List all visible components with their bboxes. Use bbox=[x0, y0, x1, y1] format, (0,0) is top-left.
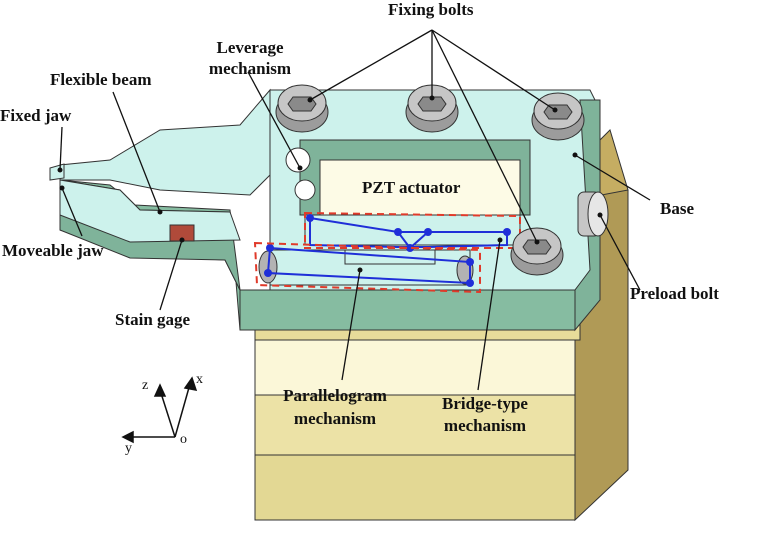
bolt-1 bbox=[275, 84, 329, 133]
axis-label-y: y bbox=[125, 441, 132, 456]
label-flexible-beam: Flexible beam bbox=[50, 70, 152, 89]
fixing-bolts bbox=[275, 84, 585, 276]
axis-label-x: x bbox=[196, 372, 203, 387]
support-block bbox=[254, 129, 629, 522]
label-bridge-type-2: mechanism bbox=[443, 416, 527, 435]
label-moveable-jaw: Moveable jaw bbox=[2, 241, 104, 260]
label-stain-gage: Stain gage bbox=[115, 310, 191, 329]
axis-label-z: z bbox=[142, 378, 149, 393]
label-fixed-jaw: Fixed jaw bbox=[0, 106, 72, 125]
preload-bolt bbox=[577, 191, 609, 237]
label-preload-bolt: Preload bolt bbox=[630, 284, 719, 303]
joint-points bbox=[264, 214, 511, 287]
dashed-outlines bbox=[253, 211, 521, 294]
leader-lines bbox=[59, 29, 651, 391]
axis-triad bbox=[121, 376, 198, 444]
label-parallelogram-2: mechanism bbox=[293, 409, 377, 428]
label-leverage-1: Leverage bbox=[216, 38, 284, 57]
label-fixing-bolts: Fixing bolts bbox=[388, 0, 474, 19]
bolt-3 bbox=[531, 92, 585, 141]
label-pzt-actuator: PZT actuator bbox=[362, 178, 461, 197]
leader-dots bbox=[57, 95, 603, 273]
label-bridge-type-1: Bridge-type bbox=[442, 394, 528, 413]
bolt-4 bbox=[510, 227, 564, 276]
label-base: Base bbox=[660, 199, 694, 218]
label-parallelogram-1: Parallelogram bbox=[283, 386, 387, 405]
label-leverage-2: mechanism bbox=[208, 59, 292, 78]
axis-label-o: o bbox=[180, 432, 187, 447]
